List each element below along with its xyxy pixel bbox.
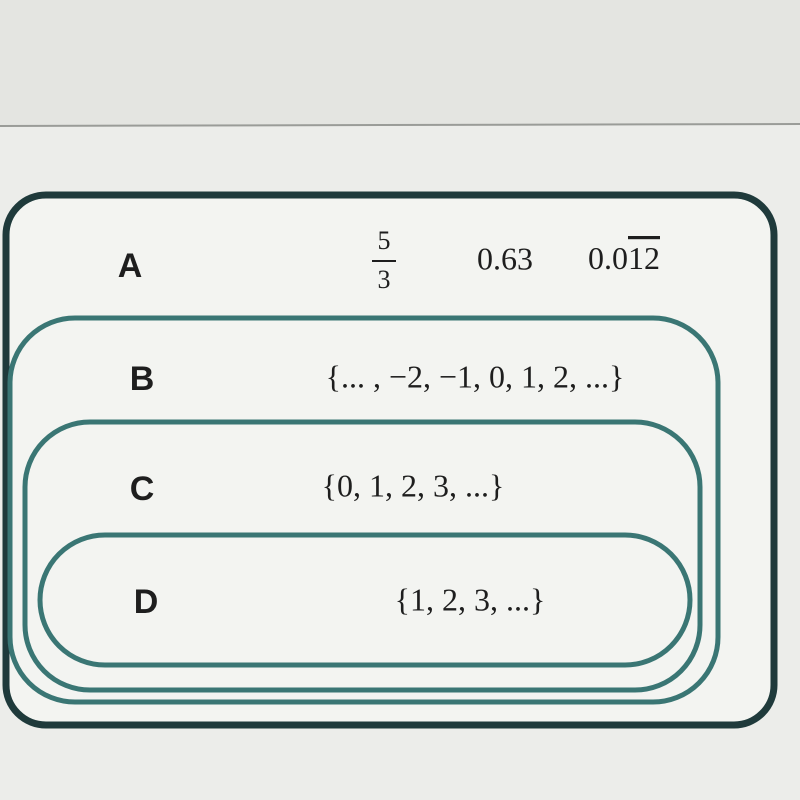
element: {1, 2, 3, ...} (395, 581, 546, 617)
set-label: C (130, 470, 155, 508)
set-label: D (134, 583, 159, 621)
set-a (2, 191, 778, 729)
separator (0, 123, 800, 127)
repeating-digits: 12 (628, 240, 660, 276)
set-label: B (130, 360, 155, 398)
repeating-decimal: 0.012 (588, 240, 660, 276)
element: 0.63 (477, 240, 533, 276)
set-c (22, 419, 703, 693)
fraction-denominator: 3 (378, 265, 391, 294)
set-label: A (118, 247, 143, 285)
decimal-prefix: 0.0 (588, 240, 628, 276)
element: {0, 1, 2, 3, ...} (322, 467, 505, 503)
top-band (0, 0, 800, 125)
fraction-numerator: 5 (378, 226, 391, 255)
element: {... , −2, −1, 0, 1, 2, ...} (326, 358, 625, 394)
set-b (7, 315, 721, 705)
set-d (37, 532, 693, 668)
